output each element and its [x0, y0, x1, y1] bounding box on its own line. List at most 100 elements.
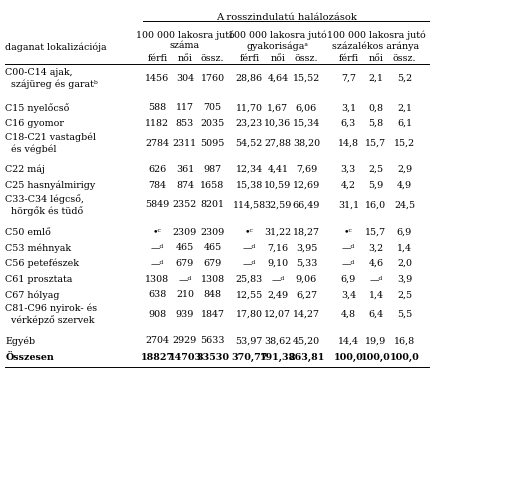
Text: 24,5: 24,5 [394, 200, 415, 209]
Text: 25,83: 25,83 [235, 275, 263, 284]
Text: 2929: 2929 [173, 337, 197, 345]
Text: C56 petefészek: C56 petefészek [5, 259, 79, 268]
Text: Összesen: Összesen [5, 353, 54, 362]
Text: 1,4: 1,4 [368, 290, 383, 299]
Text: 2311: 2311 [173, 139, 197, 147]
Text: 4,6: 4,6 [368, 259, 383, 268]
Text: össz.: össz. [295, 54, 318, 63]
Text: 14,8: 14,8 [338, 139, 359, 147]
Text: 5095: 5095 [200, 139, 225, 147]
Text: 53,97: 53,97 [235, 337, 263, 345]
Text: 874: 874 [176, 181, 194, 190]
Text: női: női [270, 54, 286, 63]
Text: 16,0: 16,0 [365, 200, 387, 209]
Text: 1182: 1182 [145, 119, 169, 128]
Text: —ᵈ: —ᵈ [243, 259, 256, 268]
Text: 853: 853 [176, 119, 194, 128]
Text: 6,27: 6,27 [296, 290, 317, 299]
Text: 38,62: 38,62 [264, 337, 291, 345]
Text: 210: 210 [176, 290, 194, 299]
Text: 7,69: 7,69 [296, 165, 317, 174]
Text: 8201: 8201 [201, 200, 225, 209]
Text: 9,10: 9,10 [267, 259, 289, 268]
Text: női: női [368, 54, 383, 63]
Text: 4,8: 4,8 [341, 310, 356, 319]
Text: 370,77: 370,77 [231, 353, 267, 362]
Text: 19,9: 19,9 [365, 337, 387, 345]
Text: 100,0: 100,0 [390, 353, 419, 362]
Text: és végbél: és végbél [5, 144, 57, 154]
Text: C61 prosztata: C61 prosztata [5, 275, 72, 284]
Text: •ᶜ: •ᶜ [344, 227, 353, 237]
Text: C00-C14 ajak,: C00-C14 ajak, [5, 68, 73, 77]
Text: 0,8: 0,8 [368, 103, 383, 112]
Text: —ᵈ: —ᵈ [369, 275, 382, 284]
Text: 908: 908 [148, 310, 166, 319]
Text: 45,20: 45,20 [293, 337, 320, 345]
Text: 2035: 2035 [201, 119, 225, 128]
Text: 27,88: 27,88 [264, 139, 291, 147]
Text: 784: 784 [148, 181, 166, 190]
Text: 2352: 2352 [173, 200, 197, 209]
Text: 6,1: 6,1 [397, 119, 412, 128]
Text: 10,36: 10,36 [264, 119, 291, 128]
Text: gyakoriságaᵃ: gyakoriságaᵃ [247, 41, 309, 51]
Text: 4,64: 4,64 [267, 74, 289, 83]
Text: 12,34: 12,34 [235, 165, 263, 174]
Text: 12,69: 12,69 [293, 181, 320, 190]
Text: 38,20: 38,20 [293, 139, 320, 147]
Text: 6,9: 6,9 [341, 275, 356, 284]
Text: 679: 679 [203, 259, 221, 268]
Text: össz.: össz. [201, 54, 224, 63]
Text: 15,7: 15,7 [365, 227, 387, 237]
Text: 7,16: 7,16 [267, 243, 289, 253]
Text: 939: 939 [176, 310, 194, 319]
Text: 100,0: 100,0 [361, 353, 391, 362]
Text: száma: száma [170, 41, 200, 50]
Text: 4,9: 4,9 [397, 181, 412, 190]
Text: 5,2: 5,2 [397, 74, 412, 83]
Text: 3,3: 3,3 [341, 165, 356, 174]
Text: 465: 465 [203, 243, 221, 253]
Text: —ᵈ: —ᵈ [151, 259, 164, 268]
Text: 117: 117 [176, 103, 194, 112]
Text: 15,52: 15,52 [293, 74, 320, 83]
Text: 6,4: 6,4 [368, 310, 383, 319]
Text: 2309: 2309 [201, 227, 225, 237]
Text: 28,86: 28,86 [235, 74, 263, 83]
Text: 33530: 33530 [196, 353, 229, 362]
Text: C33-C34 légcső,: C33-C34 légcső, [5, 194, 84, 204]
Text: 638: 638 [148, 290, 167, 299]
Text: 2,49: 2,49 [267, 290, 289, 299]
Text: 15,34: 15,34 [293, 119, 320, 128]
Text: 2704: 2704 [145, 337, 169, 345]
Text: C22 máj: C22 máj [5, 165, 45, 174]
Text: 1308: 1308 [201, 275, 225, 284]
Text: 1,67: 1,67 [267, 103, 289, 112]
Text: 5,5: 5,5 [397, 310, 412, 319]
Text: 9,06: 9,06 [296, 275, 317, 284]
Text: —ᵈ: —ᵈ [243, 243, 256, 253]
Text: 17,80: 17,80 [236, 310, 263, 319]
Text: 2309: 2309 [173, 227, 197, 237]
Text: 2,5: 2,5 [368, 165, 383, 174]
Text: 2,1: 2,1 [368, 74, 383, 83]
Text: 1456: 1456 [145, 74, 169, 83]
Text: 5633: 5633 [200, 337, 225, 345]
Text: 7,7: 7,7 [341, 74, 356, 83]
Text: 23,23: 23,23 [235, 119, 263, 128]
Text: A rosszindulatú halálozások: A rosszindulatú halálozások [216, 13, 356, 22]
Text: 5,9: 5,9 [368, 181, 383, 190]
Text: 15,38: 15,38 [235, 181, 263, 190]
Text: 5,33: 5,33 [296, 259, 317, 268]
Text: 6,9: 6,9 [397, 227, 412, 237]
Text: 1760: 1760 [201, 74, 225, 83]
Text: férfi: férfi [338, 54, 358, 63]
Text: 16,8: 16,8 [394, 337, 415, 345]
Text: 1308: 1308 [145, 275, 169, 284]
Text: C81-C96 nyirok- és: C81-C96 nyirok- és [5, 304, 97, 313]
Text: 12,55: 12,55 [235, 290, 263, 299]
Text: 100 000 lakosra jutó: 100 000 lakosra jutó [327, 30, 425, 40]
Text: 114,58: 114,58 [233, 200, 266, 209]
Text: —ᵈ: —ᵈ [342, 243, 355, 253]
